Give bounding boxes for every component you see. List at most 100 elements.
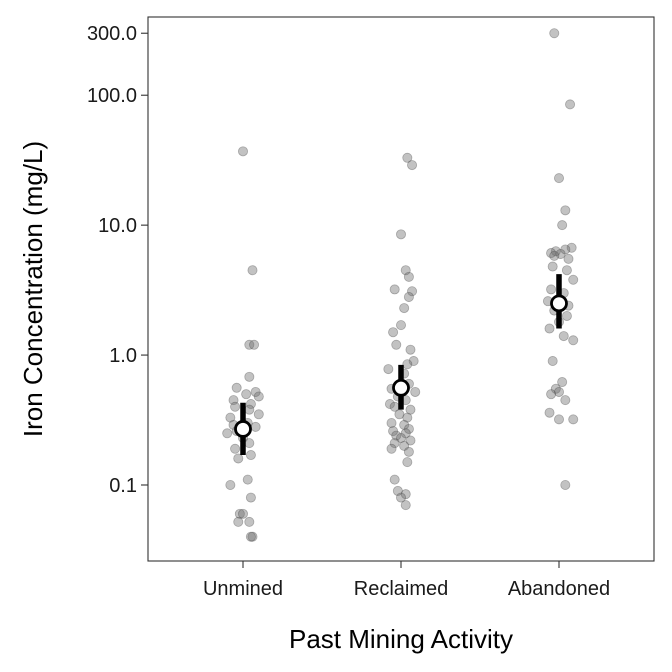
data-point bbox=[546, 248, 557, 259]
y-tick-label: 300.0 bbox=[87, 23, 137, 45]
x-axis-title: Past Mining Activity bbox=[289, 624, 513, 654]
data-point bbox=[560, 479, 571, 490]
data-point bbox=[544, 407, 555, 418]
data-point bbox=[550, 383, 561, 394]
y-tick-label: 10.0 bbox=[98, 215, 137, 237]
data-point bbox=[399, 303, 410, 314]
data-point bbox=[403, 271, 414, 282]
data-point bbox=[228, 395, 239, 406]
data-point bbox=[400, 265, 411, 276]
data-point bbox=[403, 446, 414, 457]
data-point bbox=[558, 331, 569, 342]
data-point bbox=[403, 423, 414, 434]
data-point bbox=[400, 500, 411, 511]
data-point bbox=[253, 409, 264, 420]
data-point bbox=[568, 274, 579, 285]
data-point bbox=[237, 146, 248, 157]
data-point bbox=[407, 286, 418, 297]
y-axis-title: Iron Concentration (mg/L) bbox=[18, 141, 48, 437]
data-point bbox=[222, 428, 233, 439]
data-point bbox=[405, 404, 416, 415]
data-point bbox=[245, 492, 256, 503]
data-point bbox=[244, 339, 255, 350]
data-point bbox=[547, 356, 558, 367]
data-point bbox=[394, 409, 405, 420]
data-point bbox=[244, 371, 255, 382]
data-point bbox=[231, 382, 242, 393]
data-point bbox=[546, 389, 557, 400]
data-point bbox=[392, 485, 403, 496]
data-point bbox=[389, 474, 400, 485]
data-point bbox=[395, 432, 406, 443]
data-point bbox=[554, 173, 565, 184]
data-point bbox=[546, 284, 557, 295]
data-point bbox=[391, 339, 402, 350]
data-point bbox=[230, 401, 241, 412]
data-point bbox=[557, 220, 568, 231]
data-point bbox=[549, 250, 560, 261]
data-point bbox=[568, 414, 579, 425]
x-tick-label: Unmined bbox=[203, 578, 283, 600]
mean-marker bbox=[392, 378, 410, 397]
data-point bbox=[230, 443, 241, 454]
x-tick-label: Abandoned bbox=[508, 578, 610, 600]
data-point bbox=[241, 389, 252, 400]
data-point bbox=[242, 474, 253, 485]
data-point bbox=[402, 359, 413, 370]
data-point bbox=[245, 450, 256, 461]
x-tick-label: Reclaimed bbox=[354, 578, 448, 600]
data-point bbox=[560, 205, 571, 216]
data-point bbox=[554, 414, 565, 425]
data-points bbox=[222, 28, 579, 542]
data-point bbox=[547, 261, 558, 272]
y-tick-label: 1.0 bbox=[109, 345, 137, 367]
y-axis: 0.1 1.0 10.0 100.0 300.0 bbox=[87, 23, 148, 497]
data-point bbox=[386, 443, 397, 454]
data-point bbox=[233, 453, 244, 464]
data-point bbox=[383, 364, 394, 375]
data-point bbox=[245, 399, 256, 410]
data-point bbox=[557, 377, 568, 388]
data-point bbox=[405, 344, 416, 355]
mean-marker bbox=[550, 294, 568, 313]
data-point bbox=[568, 335, 579, 346]
summary-intervals bbox=[234, 274, 568, 456]
mean-marker bbox=[234, 420, 252, 438]
data-point bbox=[399, 419, 410, 430]
data-point bbox=[549, 28, 560, 39]
data-point bbox=[405, 435, 416, 446]
data-point bbox=[247, 265, 258, 276]
data-point bbox=[400, 428, 411, 439]
data-point bbox=[384, 399, 395, 410]
data-point bbox=[234, 508, 245, 519]
data-point bbox=[560, 244, 571, 255]
data-point bbox=[399, 440, 410, 451]
data-point bbox=[550, 246, 561, 257]
data-point bbox=[563, 253, 574, 264]
data-point bbox=[237, 508, 248, 519]
data-point bbox=[389, 284, 400, 295]
data-point bbox=[388, 426, 399, 437]
data-point bbox=[544, 323, 555, 334]
data-point bbox=[225, 412, 236, 423]
data-point bbox=[389, 438, 400, 449]
y-tick-label: 100.0 bbox=[87, 85, 137, 107]
data-point bbox=[403, 291, 414, 302]
data-point bbox=[566, 242, 577, 253]
data-point bbox=[408, 356, 419, 367]
data-point bbox=[565, 99, 576, 110]
data-point bbox=[560, 395, 571, 406]
data-point bbox=[386, 418, 397, 429]
data-point bbox=[402, 412, 413, 423]
data-point bbox=[402, 457, 413, 468]
data-point bbox=[554, 386, 565, 397]
data-point bbox=[249, 339, 260, 350]
data-point bbox=[400, 489, 411, 500]
data-point bbox=[395, 229, 406, 240]
data-point bbox=[561, 265, 572, 276]
data-point bbox=[388, 327, 399, 338]
panel-border bbox=[147, 16, 655, 562]
data-point bbox=[250, 386, 261, 397]
data-point bbox=[244, 516, 255, 527]
